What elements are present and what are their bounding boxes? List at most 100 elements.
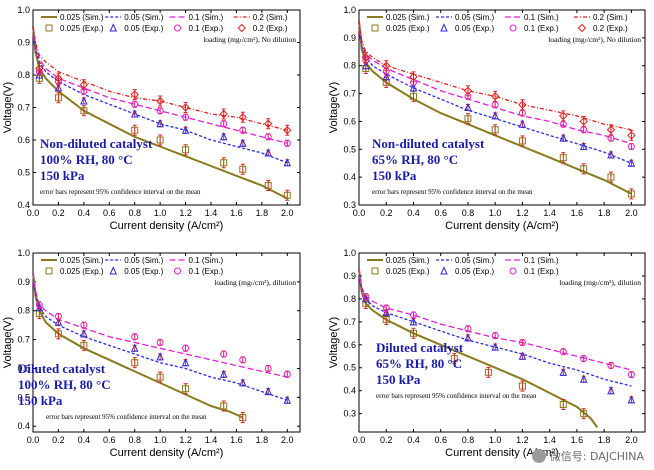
x-tick-label: 0.8 [128,208,141,218]
sim-line-s02 [32,26,288,131]
condition-label: loading (mgₜ/cm²), dilution [214,278,296,287]
legend-label: 0.1 (Sim.) [189,13,224,22]
data-point-triangle [264,386,272,396]
plot-frame [358,252,646,433]
data-point-triangle [409,317,418,326]
annotation-line: 65% RH, 80 °C [376,356,462,371]
chart-panel-4: 0.0 0.2 0.4 0.6 0.8 1.0 1.2 1.4 1.6 1.8 2.0 0.3 0.4 0… [328,248,646,459]
y-axis-label: Voltage(V) [2,82,14,133]
data-point-triangle [491,111,499,120]
y-tick-label: 0.3 [343,409,356,419]
legend-label: 0.025 (Sim.) [386,256,430,265]
data-point-square [131,359,139,367]
data-point-diamond [490,92,500,101]
y-tick-label: 0.9 [17,38,30,48]
legend-marker-diamond [237,23,246,33]
legend-label: 0.025 (Sim.) [60,13,104,22]
x-tick-label: 0.4 [407,208,420,218]
x-tick-label: 0.6 [103,208,116,218]
data-point-diamond [627,131,636,140]
data-point-circle [627,143,635,150]
data-point-triangle [464,102,472,111]
legend-label: 0.1 (Exp.) [524,24,559,33]
data-point-square [54,94,62,102]
y-tick-label: 1.0 [343,5,356,15]
legend-label: 0.025 (Exp.) [60,267,104,276]
legend-label: 0.05 (Sim.) [455,13,494,22]
condition-label: loading (mgₜ/cm²), No dilution [203,35,296,44]
data-point-square [54,330,62,338]
legend-label: 0.05 (Exp.) [124,267,163,276]
data-point-triangle [283,158,292,167]
x-axis-label: Current density (A/cm²) [445,447,559,459]
legend-marker-square [45,267,53,275]
data-point-diamond [35,64,44,73]
chart-panel-3: 0.0 0.2 0.4 0.6 0.8 1.0 1.2 1.4 1.6 1.8 2.0 0.4 0.5 0… [2,248,301,459]
data-point-square [239,414,247,422]
legend-label: 0.025 (Sim.) [60,256,104,265]
data-point-diamond [518,100,527,109]
y-tick-label: 0.7 [17,335,30,345]
y-axis-label: Voltage(V) [2,317,14,368]
data-point-triangle [464,333,472,342]
data-point-square [80,341,88,349]
data-point-triangle [264,148,272,157]
chart-panel-1: 0.0 0.2 0.4 0.6 0.8 1.0 1.2 1.4 1.6 1.8 2.0 0.4 0.5 0… [2,5,301,232]
wechat-icon [531,449,546,463]
legend-marker-square [371,24,379,32]
plot-frame [358,9,646,206]
x-tick-label: 1.4 [543,208,556,218]
legend-label: 0.1 (Exp.) [189,24,224,33]
annotation-line: 150 kPa [40,168,85,183]
data-point-diamond [409,72,418,82]
data-point-circle [131,333,139,341]
data-point-circle [54,313,62,321]
data-point-square [239,165,247,173]
data-point-diamond [79,80,89,89]
legend-label: 0.2 (Sim.) [593,13,628,22]
y-tick-label: 0.4 [343,386,356,396]
x-tick-label: 1.6 [571,435,584,445]
x-tick-label: 0.8 [462,208,475,218]
watermark: 微信号: DAJCHINA [531,448,644,464]
y-tick-label: 0.9 [343,271,356,281]
legend-label: 0.2 (Exp.) [253,24,288,33]
data-point-square [182,146,190,154]
data-point-triangle [156,119,164,128]
y-axis-label: Voltage(V) [328,82,340,133]
x-tick-label: 0.6 [434,435,447,445]
legend-label: 0.025 (Exp.) [60,24,104,33]
data-point-square [627,190,635,198]
legend-label: 0.05 (Exp.) [124,24,163,33]
annotation-line: 150 kPa [372,168,417,183]
x-tick-label: 1.6 [230,435,243,445]
data-point-triangle [627,158,636,167]
x-tick-label: 0.8 [128,435,141,445]
annotation-line: 65% RH, 80 °C [372,152,458,167]
y-tick-label: 0.6 [17,363,30,373]
legend-label: 0.1 (Exp.) [189,267,224,276]
y-tick-label: 1.0 [17,248,30,258]
errorbar-note: error bars represent 95% confidence inte… [376,392,537,400]
y-tick-label: 0.7 [343,89,356,99]
legend-marker-circle [174,267,181,275]
y-tick-label: 1.0 [343,248,356,258]
data-point-square [409,92,417,100]
data-point-triangle [409,83,418,92]
data-point-diamond [559,111,568,121]
legend-label: 0.025 (Exp.) [386,24,430,33]
data-point-triangle [239,378,247,387]
legend-label: 0.05 (Sim.) [455,256,494,265]
x-tick-label: 0.2 [380,208,393,218]
annotation-line: Non-diluted catalyst [40,136,153,151]
legend-label: 0.1 (Sim.) [524,13,559,22]
y-tick-label: 1.0 [17,5,30,15]
x-axis-label: Current density (A/cm²) [445,220,559,232]
data-point-triangle [362,61,370,70]
data-point-diamond [238,113,247,122]
sim-line-s01 [32,273,288,378]
x-tick-label: 1.6 [571,208,584,218]
data-point-diamond [382,61,391,70]
sim-line-s005 [358,21,632,164]
